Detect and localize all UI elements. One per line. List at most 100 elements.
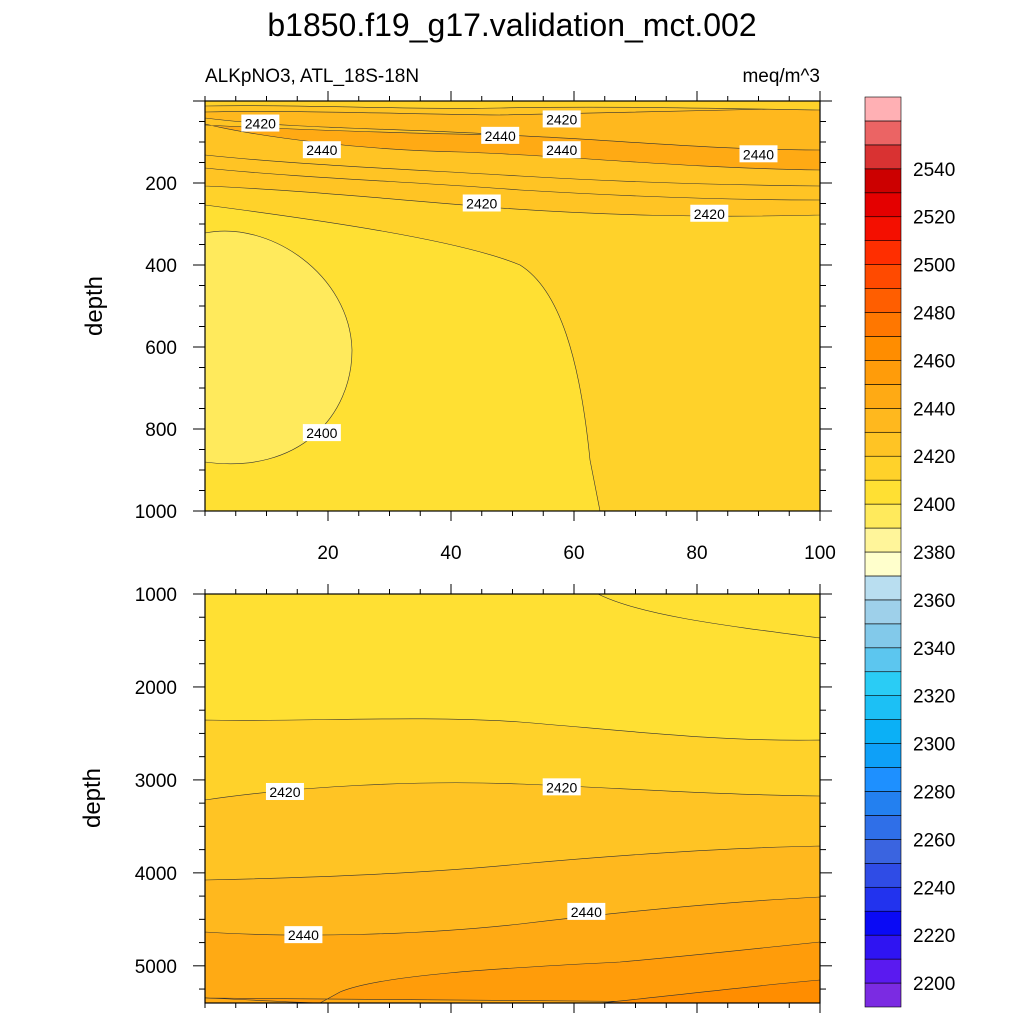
lower-y-tick-label: 1000 bbox=[135, 585, 177, 606]
colorbar-swatch bbox=[864, 671, 902, 696]
colorbar-swatch bbox=[864, 958, 902, 984]
colorbar-tick-label: 2260 bbox=[913, 830, 955, 851]
upper-x-tick-label: 60 bbox=[563, 543, 584, 564]
colorbar-tick-label: 2340 bbox=[913, 639, 955, 660]
contour-label-box bbox=[542, 141, 581, 159]
subtitle-units: meq/m^3 bbox=[742, 66, 820, 87]
colorbar-swatch bbox=[864, 503, 902, 529]
colorbar-swatch bbox=[864, 192, 902, 218]
contour-label: 2440 bbox=[567, 902, 606, 920]
contour-label-text: 2440 bbox=[306, 142, 337, 158]
upper-y-tick-label: 400 bbox=[145, 256, 177, 277]
fill-band-2450-lower bbox=[205, 941, 820, 1003]
contour-label: 2420 bbox=[542, 110, 581, 128]
fill-band-2460-lower bbox=[599, 979, 820, 1003]
contour-label: 2420 bbox=[462, 194, 501, 212]
contour-label: 2420 bbox=[241, 114, 280, 132]
colorbar-swatch bbox=[864, 743, 902, 768]
upper-y-tick-label: 800 bbox=[145, 420, 177, 441]
colorbar-tick-label: 2320 bbox=[913, 687, 955, 708]
lower-y-tick-label: 2000 bbox=[135, 678, 177, 699]
colorbar-swatch bbox=[864, 910, 902, 936]
lower-contour-labels: 2420 2420 2440 2440 bbox=[265, 778, 606, 944]
colorbar-swatch bbox=[864, 767, 902, 792]
colorbar-tick-label: 2400 bbox=[913, 495, 955, 516]
contour-label-text: 2440 bbox=[546, 142, 577, 158]
contour-label: 2440 bbox=[481, 126, 520, 144]
contour-label-box bbox=[284, 926, 323, 944]
upper-x-tick-label: 80 bbox=[686, 543, 707, 564]
contour-label: 2440 bbox=[739, 145, 778, 163]
contour-label: 2440 bbox=[302, 141, 341, 159]
colorbar-tick-label: 2480 bbox=[913, 304, 955, 325]
lower-y-tick-label: 3000 bbox=[135, 771, 177, 792]
contour-label-box bbox=[481, 126, 520, 144]
colorbar-swatch bbox=[864, 791, 902, 816]
upper-contour-labels: 2420 2440 2440 2420 2440 2440 2420 2420 2400 bbox=[241, 110, 778, 442]
contour-label-text: 2400 bbox=[306, 425, 337, 441]
contour-label-box bbox=[690, 204, 729, 222]
subtitle-variable: ALKpNO3, ATL_18S-18N bbox=[205, 66, 419, 87]
colorbar-swatch bbox=[864, 934, 902, 960]
colorbar-swatch bbox=[864, 551, 902, 577]
colorbar-swatch bbox=[864, 982, 902, 1008]
fill-band-2440 bbox=[205, 123, 820, 171]
colorbar-tick-label: 2300 bbox=[913, 735, 955, 756]
upper-y-tick-label: 600 bbox=[145, 338, 177, 359]
colorbar-swatch bbox=[864, 479, 902, 505]
contour-label-text: 2440 bbox=[485, 128, 516, 144]
fill-band-2390 bbox=[205, 230, 353, 464]
colorbar-swatch bbox=[864, 120, 902, 146]
colorbar-tick-label: 2500 bbox=[913, 256, 955, 277]
contour-label: 2420 bbox=[690, 204, 729, 222]
colorbar-swatch bbox=[864, 96, 902, 122]
colorbar-swatch bbox=[864, 431, 902, 457]
colorbar-swatch bbox=[864, 264, 902, 289]
contour-label-text: 2420 bbox=[546, 779, 577, 795]
colorbar-tick-label: 2520 bbox=[913, 208, 955, 229]
contour-label-box bbox=[265, 782, 304, 800]
colorbar-swatch bbox=[864, 599, 902, 625]
colorbar-swatch bbox=[864, 815, 902, 840]
contour-label-text: 2440 bbox=[743, 146, 774, 162]
colorbar-tick-label: 2360 bbox=[913, 591, 955, 612]
upper-filled-contours bbox=[205, 101, 820, 511]
colorbar-swatch bbox=[864, 144, 902, 170]
lower-ticks: 1000 2000 3000 4000 5000 bbox=[135, 584, 832, 1013]
lower-y-tick-label: 4000 bbox=[135, 864, 177, 885]
colorbar-swatch bbox=[864, 216, 902, 241]
chart-title: b1850.f19_g17.validation_mct.002 bbox=[267, 7, 756, 43]
contour-label-text: 2420 bbox=[269, 784, 300, 800]
contour-label-box bbox=[542, 110, 581, 128]
upper-panel: 20 40 60 80 100 200 400 600 800 1000 2420 2440 2440… bbox=[81, 91, 836, 564]
colorbar-swatch bbox=[864, 527, 902, 553]
upper-x-tick-label: 20 bbox=[317, 543, 338, 564]
colorbar-swatch bbox=[864, 455, 902, 481]
contour-label-text: 2440 bbox=[571, 904, 602, 920]
colorbar-swatch bbox=[864, 719, 902, 744]
contour-label-text: 2420 bbox=[546, 111, 577, 127]
colorbar-swatch bbox=[864, 863, 902, 888]
colorbar-swatch bbox=[864, 647, 902, 673]
colorbar-swatch bbox=[864, 886, 902, 912]
lower-y-tick-label: 5000 bbox=[135, 957, 177, 978]
contour-label-box bbox=[241, 114, 280, 132]
upper-ticks: 20 40 60 80 100 200 400 600 800 1000 bbox=[135, 91, 836, 564]
upper-y-tick-label: 1000 bbox=[135, 502, 177, 523]
colorbar-swatch bbox=[864, 336, 902, 361]
lower-filled-contours bbox=[205, 594, 820, 1003]
colorbar-swatch bbox=[864, 575, 902, 601]
contour-label-text: 2440 bbox=[288, 927, 319, 943]
colorbar-swatch bbox=[864, 312, 902, 337]
contour-label-box bbox=[462, 194, 501, 212]
contour-line-2410 bbox=[205, 167, 820, 201]
colorbar-swatch bbox=[864, 384, 902, 409]
contour-label-box bbox=[302, 141, 341, 159]
colorbar-swatch bbox=[864, 408, 902, 433]
colorbar: 2200 2220 2240 2260 2280 2300 2320 2340 2360 2380… bbox=[864, 96, 955, 1008]
colorbar-tick-label: 2240 bbox=[913, 878, 955, 899]
colorbar-tick-label: 2380 bbox=[913, 543, 955, 564]
colorbar-tick-label: 2540 bbox=[913, 160, 955, 181]
fill-band-2390-lower bbox=[597, 594, 820, 639]
